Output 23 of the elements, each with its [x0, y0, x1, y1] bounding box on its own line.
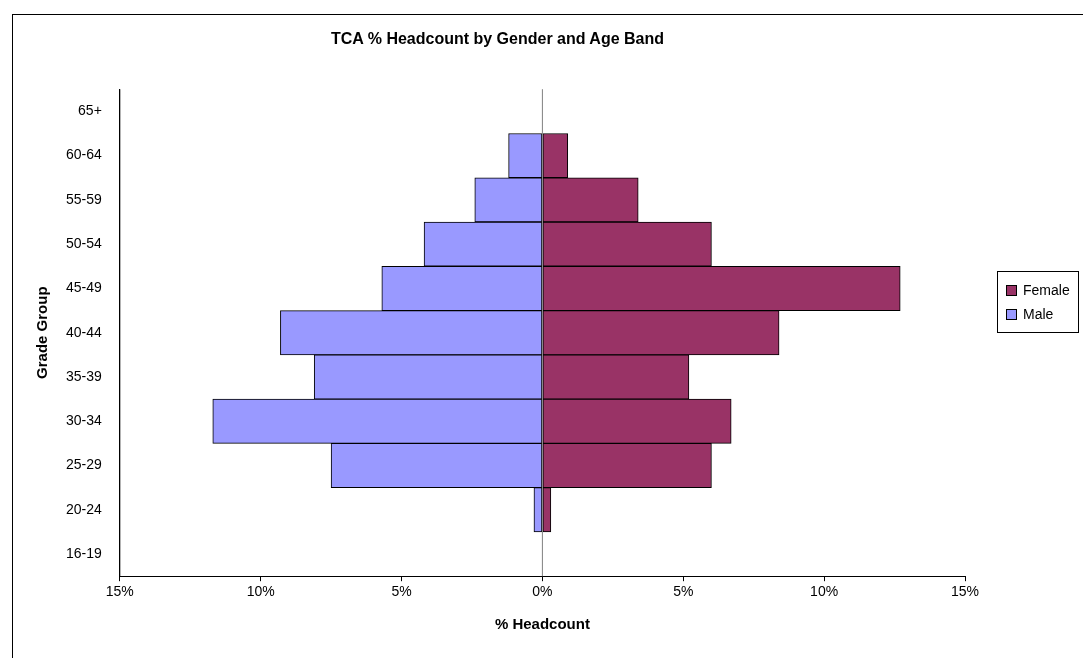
- x-axis-title: % Headcount: [494, 615, 590, 633]
- y-tick-label: 65+: [78, 102, 102, 119]
- y-tick-label: 40-44: [65, 323, 103, 340]
- legend-label: Male: [1023, 306, 1054, 322]
- y-tick-label: 45-49: [65, 279, 103, 296]
- x-tick-label: 15%: [950, 583, 980, 600]
- y-tick-label: 35-39: [65, 367, 103, 384]
- x-tick-label: 10%: [810, 583, 839, 600]
- y-tick-label: 55-59: [65, 190, 103, 207]
- y-tick-label: 30-34: [65, 412, 103, 429]
- chart-title: TCA % Headcount by Gender and Age Band: [330, 30, 665, 48]
- x-tick-label: 5%: [391, 583, 412, 600]
- x-tick-label: 10%: [246, 583, 275, 600]
- y-tick-label: 60-64: [65, 146, 103, 163]
- y-tick-label: 25-29: [65, 456, 103, 473]
- y-tick-label: 16-19: [65, 544, 103, 561]
- legend-label: Female: [1023, 282, 1070, 298]
- x-tick-label: 15%: [105, 583, 134, 600]
- y-tick-label: 20-24: [65, 500, 103, 517]
- y-axis-title: Grade Group: [33, 286, 51, 379]
- x-tick-label: 0%: [532, 583, 553, 600]
- x-tick-label: 5%: [673, 583, 694, 600]
- y-tick-label: 50-54: [65, 235, 103, 252]
